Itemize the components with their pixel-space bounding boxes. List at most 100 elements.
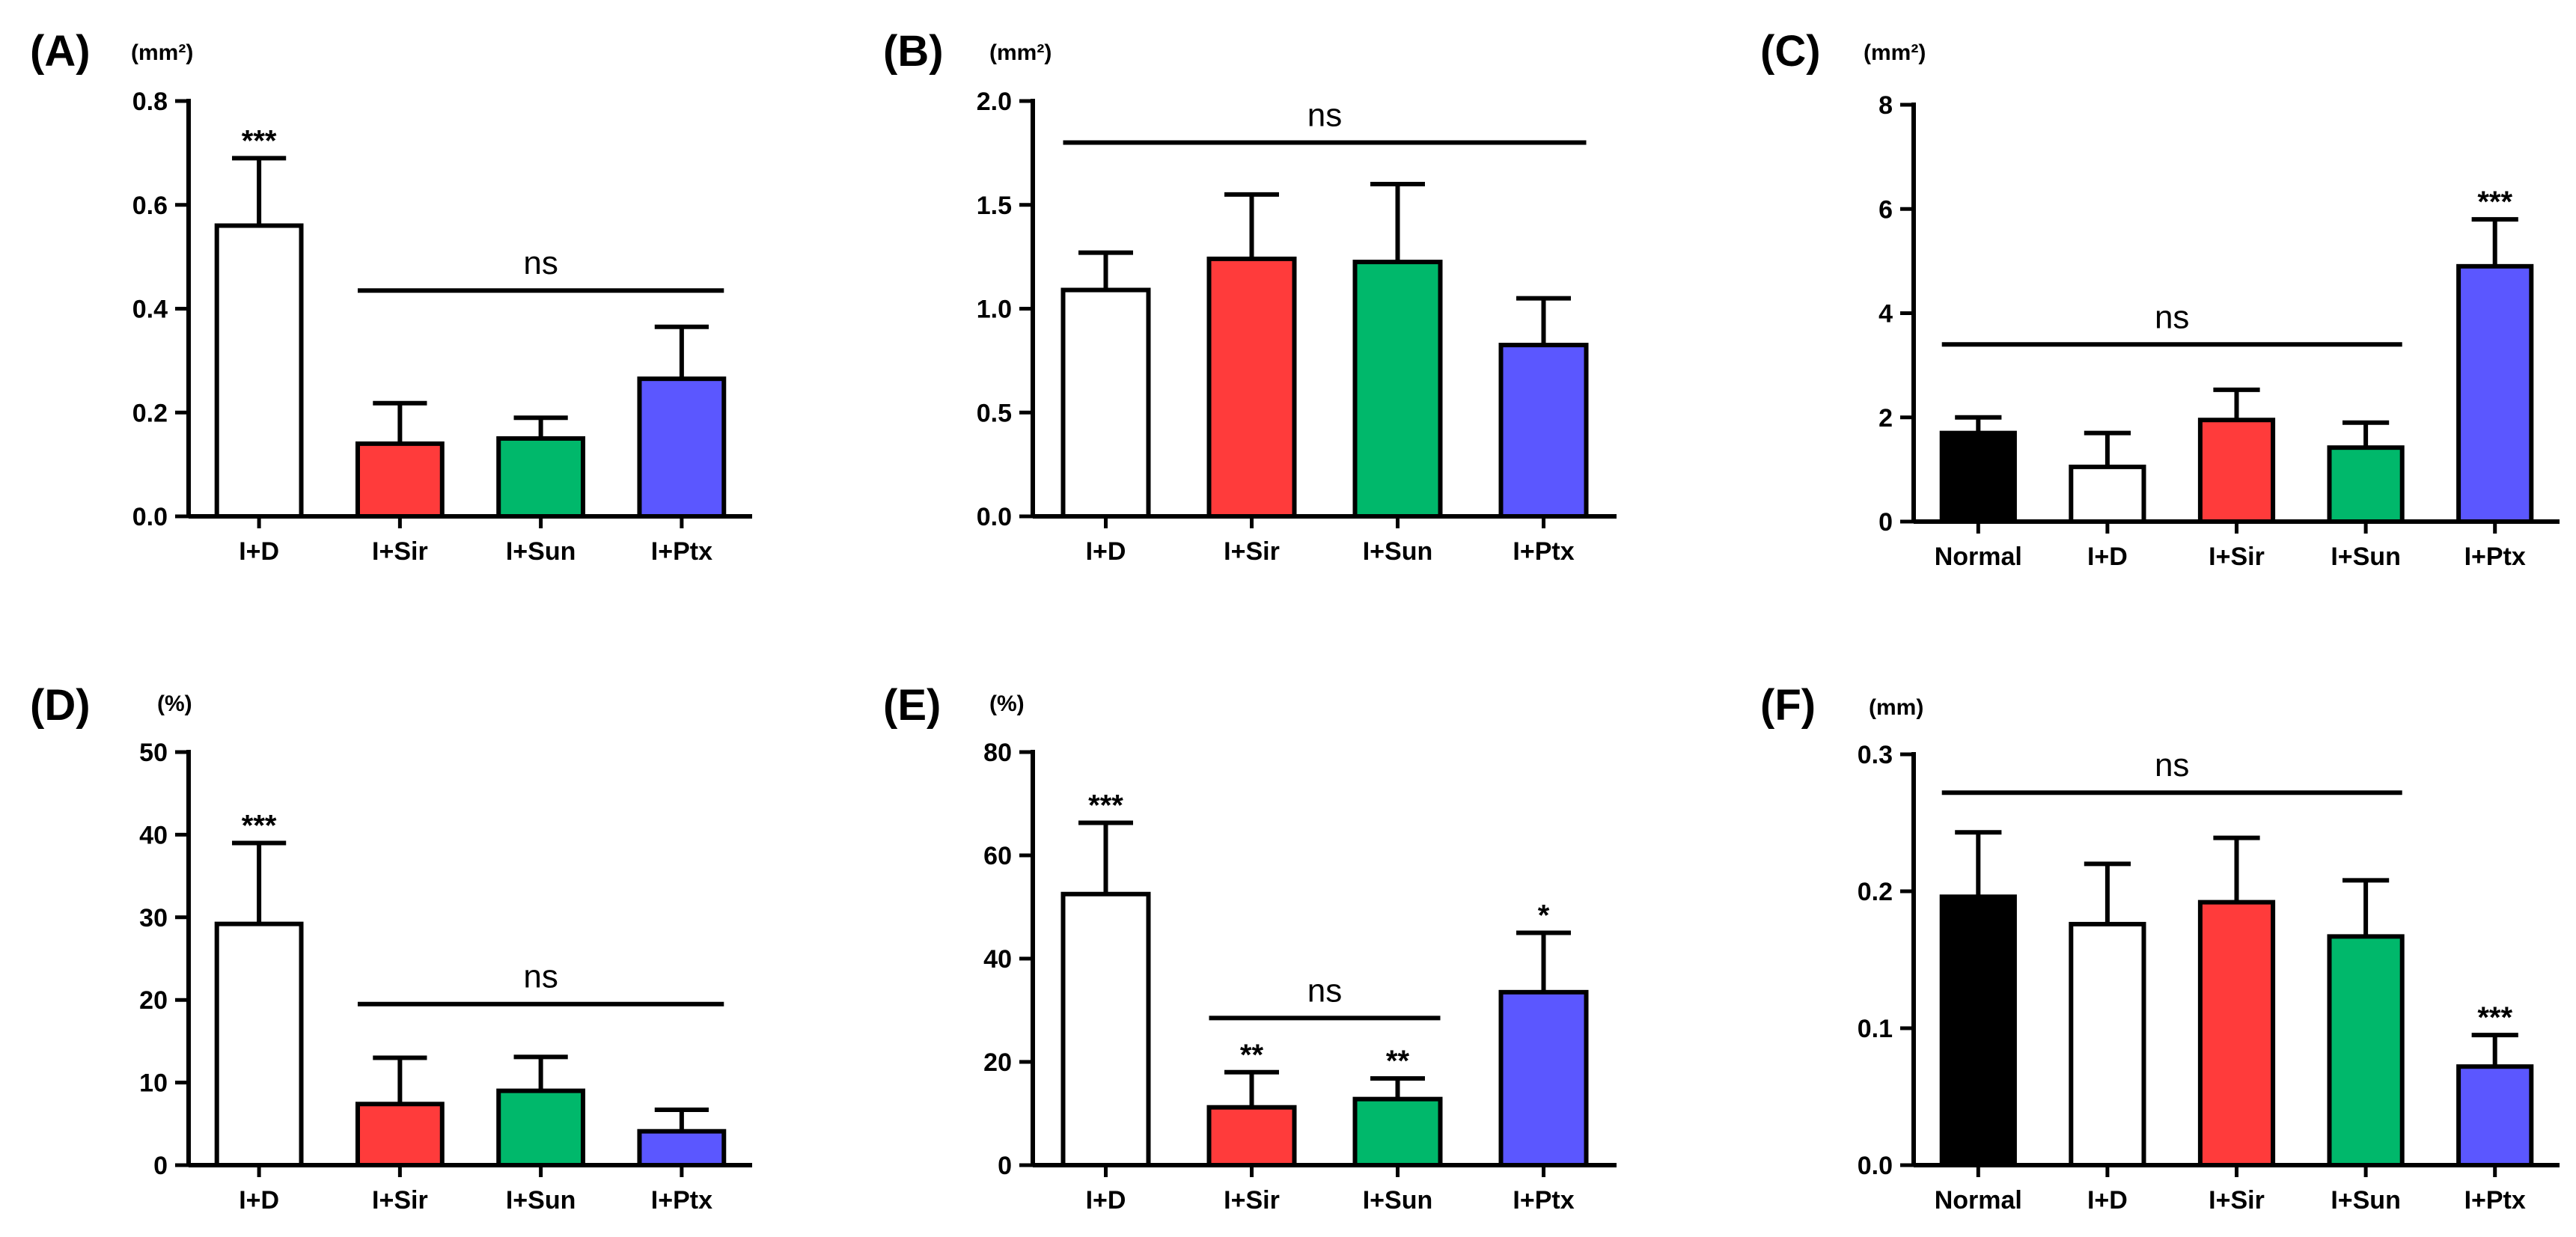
y-tick-label: 10 xyxy=(139,1069,168,1098)
y-tick-label: 40 xyxy=(139,821,168,849)
y-tick-label: 30 xyxy=(139,904,168,932)
ns-label: ns xyxy=(1307,97,1342,134)
y-tick-label: 2.0 xyxy=(977,88,1012,116)
y-tick-label: 0.8 xyxy=(132,88,168,116)
x-tick-label: I+Ptx xyxy=(651,1186,712,1215)
y-tick-label: 1.0 xyxy=(977,296,1012,324)
panel-label: (E) xyxy=(883,681,941,730)
x-tick-label: I+Sir xyxy=(2209,543,2265,571)
x-tick-label: I+Sun xyxy=(2331,1186,2401,1215)
x-tick-label: I+Ptx xyxy=(2464,543,2526,571)
y-tick-label: 1.5 xyxy=(977,192,1012,220)
bar-i-sun xyxy=(496,1088,586,1168)
significance-marker: *** xyxy=(2477,186,2512,219)
bar-i-ptx xyxy=(637,1128,727,1167)
y-unit-label: (%) xyxy=(157,691,192,716)
y-unit-label: (mm²) xyxy=(131,40,193,65)
x-tick-label: I+Sun xyxy=(506,1186,576,1215)
y-tick-label: 0.1 xyxy=(1858,1015,1893,1043)
y-tick-label: 0.4 xyxy=(132,296,168,324)
y-tick-label: 6 xyxy=(1878,195,1893,224)
bar-i-sir xyxy=(1206,1105,1297,1167)
chart-panel: (B) (mm²) 0.0 0.5 1.0 1.5 2.0 I+D I+Sir I+Sun I+Pt… xyxy=(883,27,1617,566)
y-tick-label: 2 xyxy=(1878,404,1893,433)
x-tick-label: I+D xyxy=(239,1186,279,1215)
x-tick-label: Normal xyxy=(1935,1186,2022,1215)
y-tick-label: 0.3 xyxy=(1858,741,1893,769)
x-tick-label: I+Ptx xyxy=(2464,1186,2526,1215)
significance-marker: *** xyxy=(242,124,277,157)
y-tick-label: 40 xyxy=(983,945,1012,974)
chart-panel: (F) (mm) 0.0 0.1 0.2 0.3 Normal I+D I+Sir I+Sun I+… xyxy=(1760,681,2560,1215)
bar-i-sir xyxy=(2197,900,2276,1167)
ns-label: ns xyxy=(523,959,558,995)
ns-label: ns xyxy=(523,245,558,281)
x-tick-label: I+D xyxy=(2087,543,2128,571)
bar-i-d xyxy=(2069,921,2146,1168)
bar-i-sir xyxy=(355,441,445,519)
y-tick-label: 8 xyxy=(1878,91,1893,120)
y-tick-label: 20 xyxy=(983,1048,1012,1077)
bar-i-sun xyxy=(2327,934,2405,1167)
panel-label: (A) xyxy=(30,27,91,76)
x-tick-label: I+D xyxy=(1086,537,1126,566)
x-tick-label: I+Sun xyxy=(2331,543,2401,571)
y-tick-label: 80 xyxy=(983,739,1012,767)
bar-i-d xyxy=(2069,464,2146,524)
significance-marker: ** xyxy=(1240,1039,1264,1072)
chart-panel: (D) (%) 0 10 20 30 40 50 I+D I+Sir I+Sun I+Ptx *** ns xyxy=(30,681,752,1215)
y-tick-label: 50 xyxy=(139,739,168,767)
y-tick-label: 0 xyxy=(153,1152,168,1180)
y-unit-label: (mm²) xyxy=(989,40,1052,65)
bar-i-d xyxy=(214,921,304,1167)
y-tick-label: 20 xyxy=(139,986,168,1015)
panel-label: (F) xyxy=(1760,681,1816,730)
bar-i-sun xyxy=(2327,445,2405,525)
y-unit-label: (mm) xyxy=(1869,695,1923,720)
bar-normal xyxy=(1939,430,2017,525)
x-tick-label: I+Sir xyxy=(2209,1186,2265,1215)
x-tick-label: I+Sun xyxy=(506,537,576,566)
ns-label: ns xyxy=(2155,747,2189,784)
y-tick-label: 0.6 xyxy=(132,192,168,220)
y-tick-label: 0.0 xyxy=(1858,1152,1893,1180)
ns-label: ns xyxy=(1307,972,1342,1009)
y-tick-label: 0.2 xyxy=(1858,878,1893,906)
bar-normal xyxy=(1939,894,2017,1167)
y-tick-label: 4 xyxy=(1878,300,1893,329)
x-tick-label: I+Sir xyxy=(372,537,428,566)
bar-i-sir xyxy=(2197,418,2276,525)
significance-marker: *** xyxy=(242,809,277,842)
x-tick-label: Normal xyxy=(1935,543,2022,571)
y-tick-label: 60 xyxy=(983,842,1012,870)
bar-i-sir xyxy=(355,1102,445,1167)
panel-label: (D) xyxy=(30,681,91,730)
x-tick-label: I+Sun xyxy=(1363,1186,1433,1215)
significance-marker: *** xyxy=(1088,789,1123,822)
x-tick-label: I+Sun xyxy=(1363,537,1433,566)
bar-i-d xyxy=(1060,287,1151,519)
bar-i-sun xyxy=(1352,260,1443,519)
y-tick-label: 0.0 xyxy=(977,503,1012,531)
bar-i-ptx xyxy=(2456,263,2534,524)
x-tick-label: I+Ptx xyxy=(1513,537,1574,566)
x-tick-label: I+Sir xyxy=(372,1186,428,1215)
significance-marker: *** xyxy=(2477,1001,2512,1034)
panel-label: (C) xyxy=(1760,27,1821,76)
bar-i-ptx xyxy=(2456,1064,2534,1167)
x-tick-label: I+D xyxy=(2087,1186,2128,1215)
x-tick-label: I+Ptx xyxy=(1513,1186,1574,1215)
chart-panel: (A) (mm²) 0.0 0.2 0.4 0.6 0.8 I+D I+Sir I+Sun I+Pt… xyxy=(30,27,752,566)
bar-i-sun xyxy=(1352,1096,1443,1168)
bar-i-sun xyxy=(496,436,586,519)
x-tick-label: I+Sir xyxy=(1224,1186,1280,1215)
x-tick-label: I+Ptx xyxy=(651,537,712,566)
x-tick-label: I+D xyxy=(1086,1186,1126,1215)
chart-panel: (C) (mm²) 0 2 4 6 8 Normal I+D I+Sir I+Sun I+Ptx ***… xyxy=(1760,27,2560,571)
bar-i-sir xyxy=(1206,256,1297,519)
y-unit-label: (mm²) xyxy=(1864,40,1926,65)
y-tick-label: 0.2 xyxy=(132,399,168,427)
bar-i-ptx xyxy=(1498,989,1589,1167)
